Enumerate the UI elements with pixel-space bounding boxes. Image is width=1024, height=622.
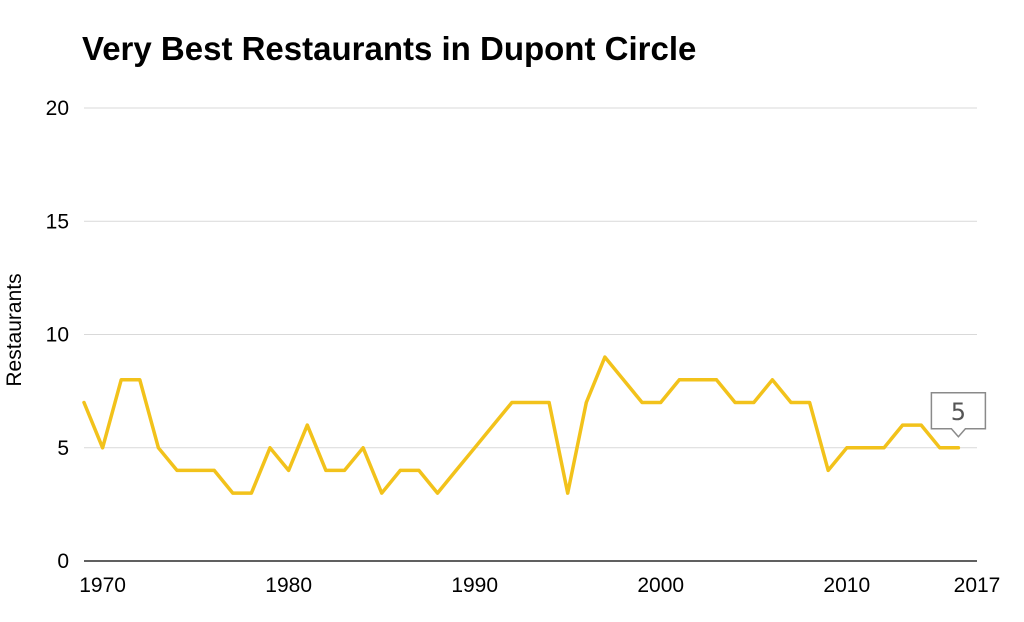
y-tick-label: 0	[57, 550, 69, 573]
data-point	[305, 423, 309, 427]
data-point	[194, 468, 198, 472]
data-point	[380, 491, 384, 495]
chart-title: Very Best Restaurants in Dupont Circle	[82, 30, 696, 67]
data-point	[510, 400, 514, 404]
data-point	[901, 423, 905, 427]
data-point	[435, 491, 439, 495]
x-tick-label: 2010	[823, 574, 870, 597]
data-point	[938, 446, 942, 450]
data-point	[175, 468, 179, 472]
y-tick-label: 5	[57, 437, 69, 460]
data-point	[138, 378, 142, 382]
data-point	[696, 378, 700, 382]
x-tick-label: 2017	[954, 574, 1001, 597]
data-point	[324, 468, 328, 472]
y-axis-label: Restaurants	[3, 273, 26, 386]
data-point	[863, 446, 867, 450]
data-point	[677, 378, 681, 382]
data-point	[640, 400, 644, 404]
data-point	[752, 400, 756, 404]
data-point	[454, 468, 458, 472]
data-point	[417, 468, 421, 472]
y-tick-label: 15	[46, 210, 69, 233]
data-point	[491, 423, 495, 427]
data-point	[845, 446, 849, 450]
data-point	[231, 491, 235, 495]
data-point	[826, 468, 830, 472]
data-point	[659, 400, 663, 404]
data-point	[789, 400, 793, 404]
data-point	[733, 400, 737, 404]
y-tick-labels: 0 5 10 15 20	[46, 97, 69, 573]
data-point	[361, 446, 365, 450]
data-point	[287, 468, 291, 472]
data-point	[882, 446, 886, 450]
data-point	[101, 446, 105, 450]
x-tick-labels: 1970 1980 1990 2000 2010 2017	[79, 574, 1000, 597]
gridlines	[84, 107, 977, 449]
data-point	[249, 491, 253, 495]
series-layer	[82, 355, 961, 495]
data-point	[956, 446, 960, 450]
data-point	[342, 468, 346, 472]
x-tick-label: 1980	[265, 574, 312, 597]
data-point	[547, 400, 551, 404]
data-point	[715, 378, 719, 382]
callout-box	[930, 392, 987, 438]
data-point	[603, 355, 607, 359]
data-point	[473, 446, 477, 450]
x-tick-label: 1990	[451, 574, 498, 597]
data-point	[808, 400, 812, 404]
x-tick-label: 1970	[79, 574, 126, 597]
data-point	[82, 400, 86, 404]
series-line	[82, 355, 961, 495]
data-point	[622, 378, 626, 382]
data-point	[268, 446, 272, 450]
data-point	[119, 378, 123, 382]
data-point	[919, 423, 923, 427]
data-point	[584, 400, 588, 404]
data-point	[770, 378, 774, 382]
data-point	[212, 468, 216, 472]
value-callout: 5	[930, 392, 987, 438]
y-tick-label: 20	[46, 97, 69, 120]
data-point	[566, 491, 570, 495]
callout-value: 5	[951, 398, 966, 426]
y-tick-label: 10	[46, 324, 69, 347]
data-point	[529, 400, 532, 404]
x-tick-label: 2000	[637, 574, 684, 597]
data-point	[156, 446, 160, 450]
data-point	[398, 468, 402, 472]
